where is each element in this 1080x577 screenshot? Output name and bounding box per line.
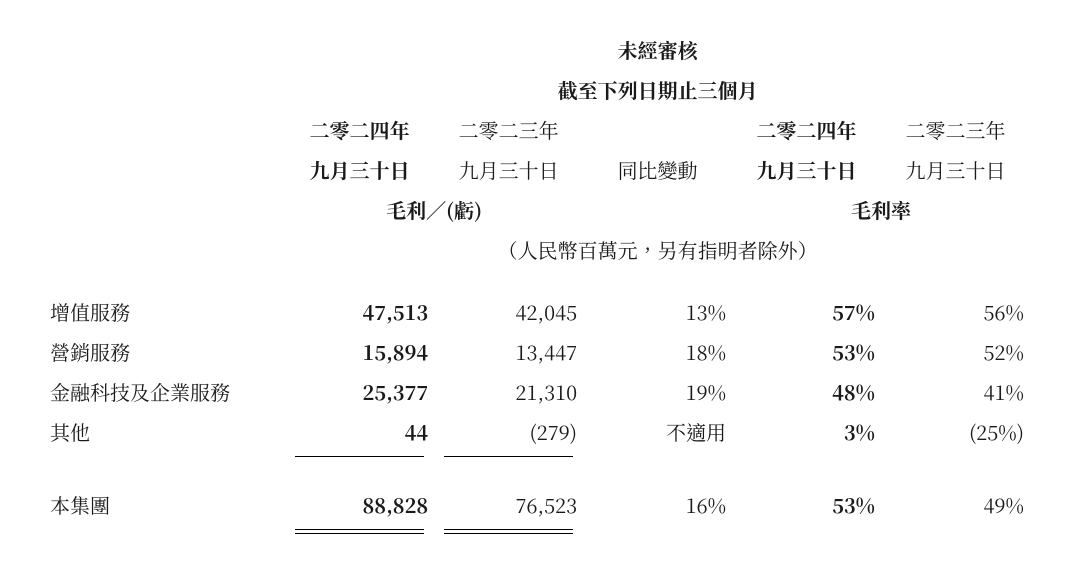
table-row: 營銷服務 15,894 13,447 18% 53% 52% bbox=[50, 332, 1030, 372]
col-yoy-header: 同比變動 bbox=[583, 150, 732, 190]
cell-value: 25,377 bbox=[285, 372, 434, 412]
cell-value: 56% bbox=[881, 292, 1030, 332]
col-year-2023-a: 二零二三年 bbox=[434, 110, 583, 150]
row-label-other: 其他 bbox=[50, 412, 285, 452]
cell-value: (279) bbox=[434, 412, 583, 452]
cell-value: 21,310 bbox=[434, 372, 583, 412]
col-date-b2: 九月三十日 bbox=[881, 150, 1030, 190]
cell-value: 18% bbox=[583, 332, 732, 372]
cell-value: 3% bbox=[732, 412, 881, 452]
col-year-2023-b: 二零二三年 bbox=[881, 110, 1030, 150]
row-label-group: 本集團 bbox=[50, 485, 285, 525]
cell-value: 41% bbox=[881, 372, 1030, 412]
row-label-fintech: 金融科技及企業服務 bbox=[50, 372, 285, 412]
header-unaudited: 未經審核 bbox=[285, 30, 1030, 70]
cell-value: 42,045 bbox=[434, 292, 583, 332]
cell-value: 不適用 bbox=[583, 412, 732, 452]
row-label-vas: 增值服務 bbox=[50, 292, 285, 332]
col-date-b1: 九月三十日 bbox=[732, 150, 881, 190]
rule-line bbox=[444, 456, 573, 459]
rule-double bbox=[444, 529, 573, 534]
table-row: 其他 44 (279) 不適用 3% (25%) bbox=[50, 412, 1030, 452]
cell-value: 53% bbox=[732, 332, 881, 372]
col-date-a1: 九月三十日 bbox=[285, 150, 434, 190]
header-period: 截至下列日期止三個月 bbox=[285, 70, 1030, 110]
row-label-mkt: 營銷服務 bbox=[50, 332, 285, 372]
cell-value: 57% bbox=[732, 292, 881, 332]
table-row: 增值服務 47,513 42,045 13% 57% 56% bbox=[50, 292, 1030, 332]
cell-value: 13% bbox=[583, 292, 732, 332]
col-year-2024-a: 二零二四年 bbox=[285, 110, 434, 150]
cell-value: 53% bbox=[732, 485, 881, 525]
rule-double bbox=[295, 529, 424, 534]
col-date-a2: 九月三十日 bbox=[434, 150, 583, 190]
cell-value: 88,828 bbox=[285, 485, 434, 525]
subhead-gross-profit: 毛利／(虧) bbox=[285, 190, 583, 230]
cell-value: (25%) bbox=[881, 412, 1030, 452]
table-row: 金融科技及企業服務 25,377 21,310 19% 48% 41% bbox=[50, 372, 1030, 412]
rule-line bbox=[295, 456, 424, 459]
col-year-2024-b: 二零二四年 bbox=[732, 110, 881, 150]
cell-value: 44 bbox=[285, 412, 434, 452]
cell-value: 13,447 bbox=[434, 332, 583, 372]
table-row-total: 本集團 88,828 76,523 16% 53% 49% bbox=[50, 485, 1030, 525]
subhead-gross-margin: 毛利率 bbox=[732, 190, 1030, 230]
cell-value: 49% bbox=[881, 485, 1030, 525]
cell-value: 76,523 bbox=[434, 485, 583, 525]
financial-table: 未經審核 截至下列日期止三個月 二零二四年 二零二三年 二零二四年 二零二三年 … bbox=[50, 30, 1030, 538]
cell-value: 47,513 bbox=[285, 292, 434, 332]
cell-value: 19% bbox=[583, 372, 732, 412]
cell-value: 48% bbox=[732, 372, 881, 412]
cell-value: 16% bbox=[583, 485, 732, 525]
cell-value: 52% bbox=[881, 332, 1030, 372]
cell-value: 15,894 bbox=[285, 332, 434, 372]
unit-note: （人民幣百萬元，另有指明者除外） bbox=[285, 230, 1030, 270]
